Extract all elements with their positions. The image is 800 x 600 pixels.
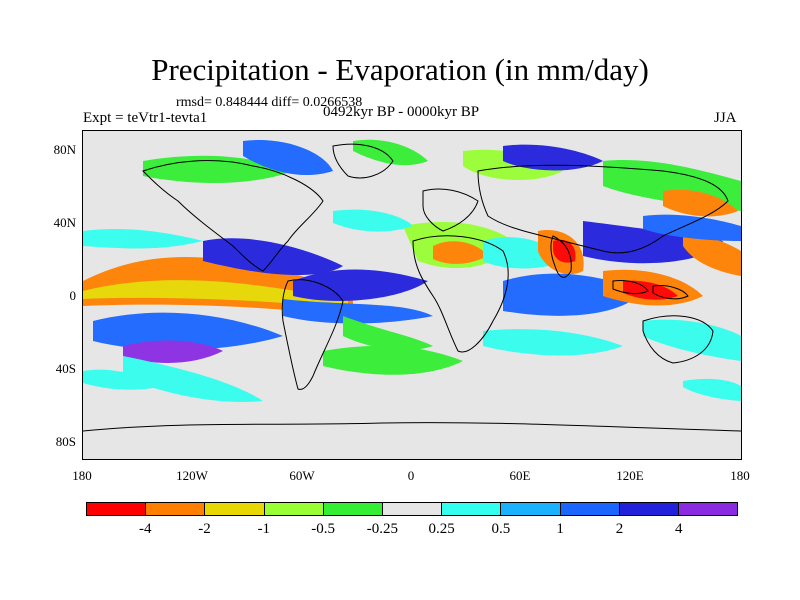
- plot-title: Precipitation - Evaporation (in mm/day): [151, 52, 649, 87]
- colorbar-label: -1: [257, 521, 271, 537]
- x-tick-180e: 180: [730, 468, 750, 483]
- colorbar-label: -0.25: [366, 521, 398, 537]
- colorbar-label: 0.25: [428, 521, 455, 537]
- x-tick-60e: 60E: [509, 468, 531, 483]
- x-tick-60w: 60W: [289, 468, 315, 483]
- colorbar-box: [264, 503, 324, 515]
- x-tick-180w: 180: [72, 468, 92, 483]
- colorbar-label: 2: [615, 521, 624, 537]
- colorbar-label: -2: [198, 521, 211, 537]
- colorbar-box: [146, 503, 206, 515]
- x-tick-120w: 120W: [176, 468, 208, 483]
- colorbar-box: [501, 503, 561, 515]
- colorbar-box: [619, 503, 679, 515]
- y-tick-40n: 40N: [53, 215, 76, 230]
- period-label: 0492kyr BP - 0000kyr BP: [323, 104, 480, 120]
- colorbar-label: 1: [556, 521, 564, 537]
- colorbar-box: [382, 503, 443, 515]
- colorbar: [86, 502, 738, 516]
- season-label: JJA: [714, 110, 737, 126]
- colorbar-box: [560, 503, 620, 515]
- colorbar-label: 4: [674, 521, 683, 537]
- colorbar-box: [678, 503, 738, 515]
- map-svg: [83, 131, 741, 459]
- x-tick-0: 0: [407, 468, 415, 483]
- x-tick-120e: 120E: [616, 468, 644, 483]
- colorbar-box: [323, 503, 383, 515]
- map-frame: [82, 130, 742, 460]
- colorbar-box: [87, 503, 147, 515]
- experiment-label: Expt = teVtr1-tevta1: [83, 110, 208, 126]
- colorbar-label: -4: [139, 521, 152, 537]
- colorbar-box: [442, 503, 502, 515]
- y-tick-40s: 40S: [55, 361, 76, 376]
- colorbar-box: [205, 503, 265, 515]
- y-tick-0: 0: [69, 288, 77, 303]
- stats-text: rmsd= 0.848444 diff= 0.0266538: [176, 95, 363, 110]
- colorbar-label: 0.5: [491, 521, 511, 537]
- colorbar-label: -0.5: [311, 521, 335, 537]
- y-tick-80n: 80N: [53, 142, 76, 157]
- y-tick-80s: 80S: [55, 434, 76, 449]
